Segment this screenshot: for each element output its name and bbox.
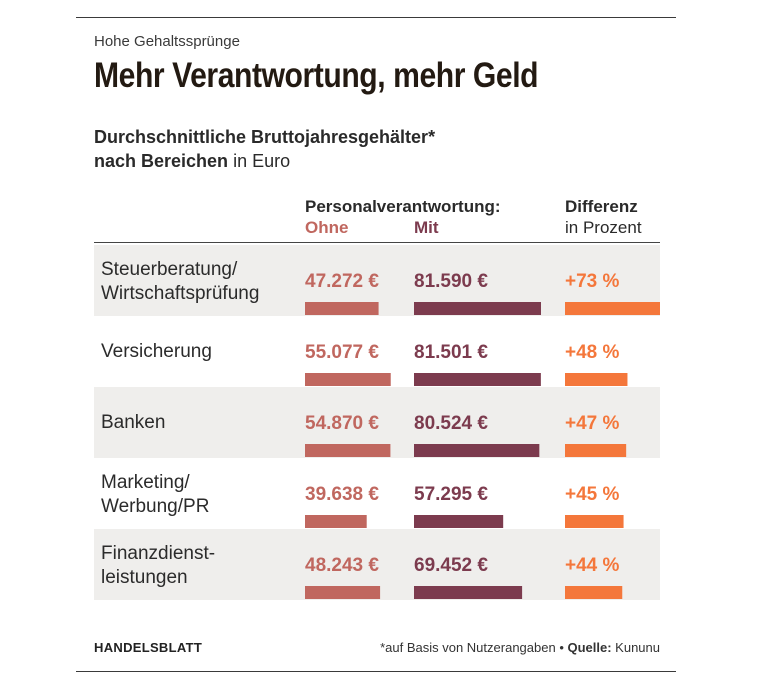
page-title: Mehr Verantwortung, mehr Geld bbox=[94, 56, 539, 95]
brand-logo-text: HANDELSBLATT bbox=[94, 640, 203, 655]
footer-bullet: • bbox=[555, 640, 568, 655]
header-differenz: Differenz bbox=[565, 197, 638, 216]
category-label: Marketing/ bbox=[101, 472, 190, 493]
ohne-bar bbox=[305, 302, 379, 315]
diff-bar bbox=[565, 302, 660, 315]
footnote: *auf Basis von Nutzerangaben bbox=[380, 640, 556, 655]
mit-bar bbox=[414, 515, 504, 528]
ohne-value-label: 48.243 € bbox=[305, 555, 379, 576]
header-personalverantwortung: Personalverantwortung: bbox=[305, 197, 501, 216]
subtitle-line-2: nach Bereichen bbox=[94, 151, 229, 171]
subtitle: Durchschnittliche Bruttojahresgehälter* … bbox=[94, 125, 435, 173]
mit-value-label: 80.524 € bbox=[414, 413, 488, 434]
category-label: Finanzdienst- bbox=[101, 543, 215, 564]
category-label: Wirtschaftsprüfung bbox=[101, 283, 259, 304]
mit-value-label: 81.590 € bbox=[414, 271, 488, 292]
mit-bar bbox=[414, 586, 523, 599]
category-label: Steuerberatung/ bbox=[101, 259, 238, 280]
category-label: leistungen bbox=[101, 567, 188, 588]
ohne-value-label: 39.638 € bbox=[305, 484, 379, 505]
mit-value-label: 69.452 € bbox=[414, 555, 488, 576]
ohne-value-label: 47.272 € bbox=[305, 271, 379, 292]
ohne-bar bbox=[305, 444, 391, 457]
header-differenz-unit: in Prozent bbox=[565, 218, 642, 237]
mit-bar bbox=[414, 444, 540, 457]
source-name: Kununu bbox=[611, 640, 660, 655]
category-label: Banken bbox=[101, 412, 165, 433]
diff-bar bbox=[565, 444, 627, 457]
top-rule bbox=[76, 17, 676, 18]
diff-bar bbox=[565, 586, 623, 599]
mit-value-label: 81.501 € bbox=[414, 342, 488, 363]
mit-bar bbox=[414, 302, 541, 315]
ohne-bar bbox=[305, 373, 391, 386]
diff-value-label: +44 % bbox=[565, 555, 620, 576]
diff-bar bbox=[565, 373, 628, 386]
header-mit: Mit bbox=[414, 218, 439, 237]
mit-value-label: 57.295 € bbox=[414, 484, 488, 505]
header-ohne: Ohne bbox=[305, 218, 349, 237]
diff-value-label: +73 % bbox=[565, 271, 620, 292]
subtitle-unit: in Euro bbox=[228, 151, 291, 171]
ohne-value-label: 54.870 € bbox=[305, 413, 379, 434]
mit-bar bbox=[414, 373, 541, 386]
ohne-value-label: 55.077 € bbox=[305, 342, 379, 363]
category-label: Werbung/PR bbox=[101, 496, 209, 517]
ohne-bar bbox=[305, 515, 367, 528]
kicker: Hohe Gehaltssprünge bbox=[94, 33, 240, 50]
header-rule bbox=[94, 242, 660, 243]
subtitle-line-1: Durchschnittliche Bruttojahresgehälter* bbox=[94, 127, 436, 147]
diff-bar bbox=[565, 515, 624, 528]
diff-value-label: +45 % bbox=[565, 484, 620, 505]
ohne-bar bbox=[305, 586, 381, 599]
diff-value-label: +47 % bbox=[565, 413, 620, 434]
diff-value-label: +48 % bbox=[565, 342, 620, 363]
bottom-rule bbox=[76, 671, 676, 672]
source-label: Quelle: bbox=[567, 640, 612, 655]
footer-source: *auf Basis von Nutzerangaben • Quelle: K… bbox=[380, 640, 660, 655]
category-label: Versicherung bbox=[101, 341, 212, 362]
